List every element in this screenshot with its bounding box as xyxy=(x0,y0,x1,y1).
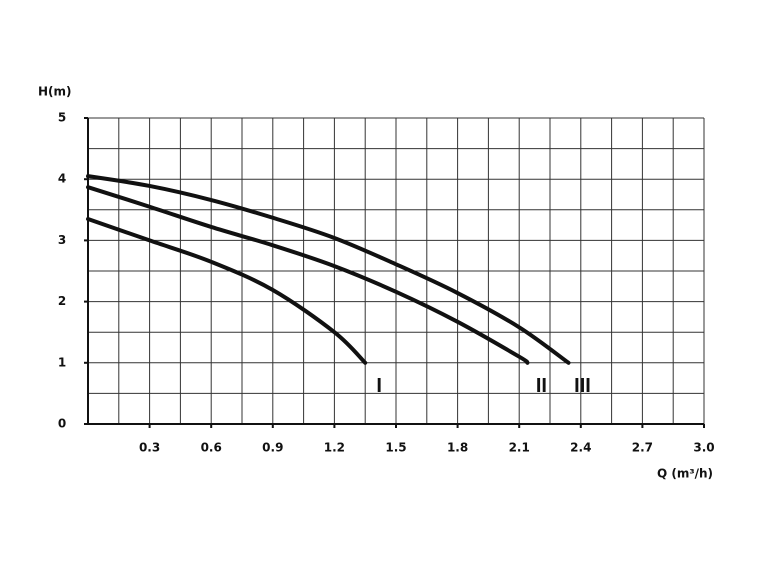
y-tick-label: 4 xyxy=(58,172,66,186)
y-tick-label: 2 xyxy=(58,294,66,308)
curve-label: II xyxy=(536,375,547,397)
x-tick-label: 2.4 xyxy=(570,441,591,455)
x-tick-label: 3.0 xyxy=(693,441,714,455)
y-tick-label: 3 xyxy=(58,233,66,247)
curve xyxy=(86,185,530,365)
curve-label: III xyxy=(574,375,591,397)
x-axis-label: Q (m³/h) xyxy=(657,467,713,481)
y-axis-label: H(m) xyxy=(38,85,72,99)
curve-label: I xyxy=(376,375,382,397)
x-tick-label: 1.5 xyxy=(385,441,406,455)
y-tick-label: 0 xyxy=(58,417,66,431)
x-tick-label: 1.2 xyxy=(324,441,345,455)
x-tick-label: 1.8 xyxy=(447,441,468,455)
x-tick-label: 0.6 xyxy=(201,441,222,455)
curve xyxy=(86,174,571,365)
x-tick-label: 2.1 xyxy=(509,441,530,455)
y-tick-label: 1 xyxy=(58,355,66,369)
curve xyxy=(86,216,368,365)
x-tick-label: 2.7 xyxy=(632,441,653,455)
y-tick-label: 5 xyxy=(58,111,66,125)
x-tick-label: 0.9 xyxy=(262,441,283,455)
x-tick-label: 0.3 xyxy=(139,441,160,455)
